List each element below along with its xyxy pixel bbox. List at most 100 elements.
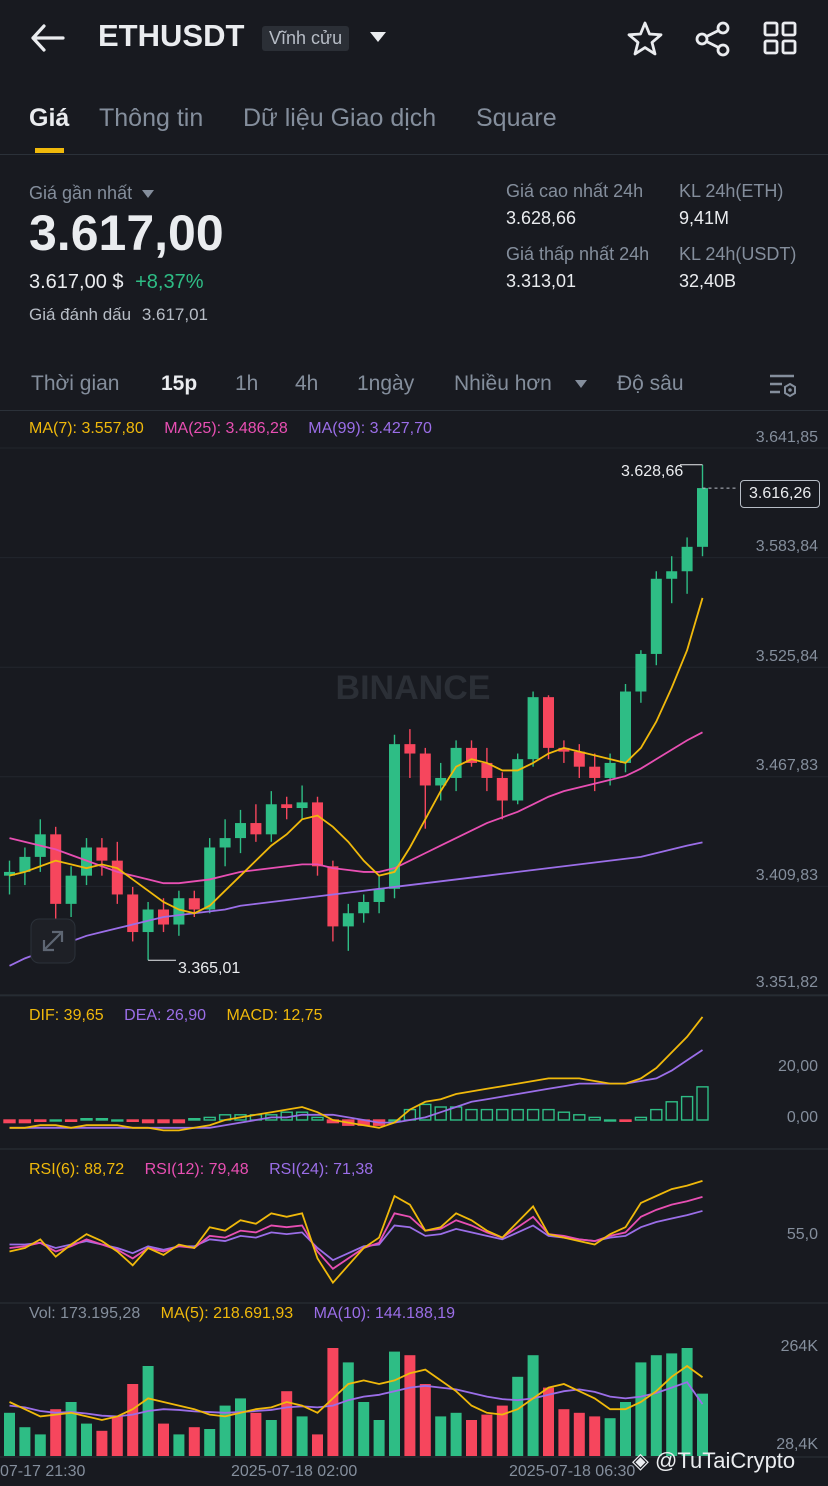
candle-body: [697, 488, 708, 547]
volume-bar: [235, 1398, 246, 1456]
macd-histogram-bar: [111, 1119, 124, 1122]
last-price-label: Giá gần nhất: [29, 183, 133, 203]
interval-1d[interactable]: 1ngày: [357, 372, 415, 395]
volume-bar: [635, 1362, 647, 1456]
candle-body: [604, 762, 616, 778]
macd-histogram-bar: [634, 1116, 648, 1121]
volume-bar: [342, 1362, 354, 1456]
macd-histogram-bar: [18, 1119, 32, 1124]
kline-chart[interactable]: BINANCE: [0, 440, 828, 1486]
ma7-label: MA(7): 3.557,80: [29, 420, 144, 437]
volume-bar: [50, 1409, 62, 1456]
volume-bar: [81, 1423, 92, 1456]
candle-body: [50, 834, 62, 904]
ma99-label: MA(99): 3.427,70: [308, 420, 432, 437]
candle-body: [527, 697, 539, 760]
candle-body: [635, 653, 647, 692]
share-icon[interactable]: [694, 20, 732, 58]
expand-icon[interactable]: [30, 918, 76, 969]
rsi24-label: RSI(24): 71,38: [269, 1161, 374, 1178]
macd-histogram-bar: [311, 1116, 324, 1121]
chart-grid: [0, 447, 828, 1458]
volume-bar: [681, 1348, 693, 1456]
macd-histogram-bar: [496, 1108, 509, 1121]
high-24h-value: 3.628,66: [506, 208, 577, 228]
volume-bar: [127, 1384, 139, 1456]
interval-1h[interactable]: 1h: [235, 372, 259, 395]
contract-badge: Vĩnh cửu: [262, 26, 350, 51]
top-bar: ETHUSDT Vĩnh cửu: [0, 0, 828, 80]
chart-settings-icon[interactable]: [768, 372, 798, 403]
rsi12-line: [9, 1196, 703, 1270]
tab-square[interactable]: Square: [476, 104, 557, 132]
candle-body: [450, 747, 462, 778]
tab-trading-data[interactable]: Dữ liệu Giao dịch: [243, 104, 437, 132]
ma25-label: MA(25): 3.486,28: [164, 420, 288, 437]
macd-histogram-bar: [665, 1101, 678, 1121]
candle-body: [127, 894, 139, 933]
volume-bar: [250, 1412, 262, 1456]
dea-label: DEA: 26,90: [124, 1007, 206, 1024]
vol-eth-label: KL 24h(ETH): [679, 181, 784, 201]
interval-bar: Thời gian 15p 1h 4h 1ngày Nhiều hơn Độ s…: [0, 360, 828, 411]
volume-bar: [604, 1418, 616, 1456]
candle-body: [342, 913, 354, 927]
volume-bar: [650, 1355, 662, 1456]
volume-bar: [481, 1414, 493, 1456]
macd-histogram-bar: [3, 1119, 16, 1124]
volume-bar: [219, 1405, 231, 1456]
volume-bar: [19, 1427, 31, 1456]
binance-watermark: BINANCE: [336, 669, 491, 707]
candle-body: [496, 777, 508, 801]
star-icon[interactable]: [626, 20, 664, 58]
more-caret-icon[interactable]: [574, 379, 588, 389]
candle-body: [419, 753, 431, 786]
tab-info[interactable]: Thông tin: [99, 104, 204, 132]
interval-15m[interactable]: 15p: [161, 372, 198, 395]
current-price-tag: 3.616,26: [740, 480, 821, 508]
time-axis-label: 2025-07-18 02:00: [231, 1463, 358, 1480]
candle-body: [373, 888, 385, 902]
ma-legend: MA(7): 3.557,80 MA(25): 3.486,28 MA(99):…: [29, 420, 432, 438]
low-marker-label: 3.365,01: [178, 960, 241, 977]
macd-histogram-bar: [542, 1108, 555, 1121]
vol-label: Vol: 173.195,28: [29, 1305, 141, 1322]
volume-bar: [620, 1402, 631, 1456]
candle-body: [65, 875, 77, 904]
macd-histogram-bar: [480, 1108, 494, 1121]
interval-4h[interactable]: 4h: [295, 372, 319, 395]
vol-usdt-label: KL 24h(USDT): [679, 244, 797, 264]
symbol-title[interactable]: ETHUSDT: [98, 18, 245, 53]
volume-bar: [327, 1348, 339, 1456]
rsi-legend: RSI(6): 88,72 RSI(12): 79,48 RSI(24): 71…: [29, 1161, 373, 1179]
macd-histogram-bar: [680, 1095, 694, 1121]
chevron-down-icon[interactable]: [368, 30, 388, 44]
volume-bar: [158, 1423, 169, 1456]
last-price-label-row[interactable]: Giá gần nhất: [29, 183, 155, 204]
volume-bar: [173, 1434, 185, 1456]
candle-body: [4, 871, 15, 876]
back-arrow-icon[interactable]: [30, 22, 66, 54]
tab-price[interactable]: Giá: [29, 104, 70, 132]
price-axis-label: 3.467,83: [755, 757, 818, 774]
interval-depth[interactable]: Độ sâu: [617, 372, 684, 395]
volume-bar: [188, 1427, 200, 1456]
grid-icon[interactable]: [762, 20, 798, 56]
candle-body: [620, 691, 631, 763]
volume-bar: [573, 1412, 585, 1456]
macd-label: MACD: 12,75: [226, 1007, 323, 1024]
candle-body: [512, 759, 524, 801]
volume-bar: [65, 1402, 77, 1456]
price-axis-label: 3.583,84: [755, 538, 818, 555]
macd-histogram-bar: [603, 1119, 617, 1122]
time-axis-label: 2025-07-18 06:30: [509, 1463, 636, 1480]
candle-body: [389, 744, 400, 889]
candle-body: [650, 578, 662, 654]
interval-time[interactable]: Thời gian: [31, 372, 120, 395]
candle-body: [404, 744, 416, 754]
macd-histogram-bar: [234, 1114, 247, 1121]
interval-more[interactable]: Nhiều hơn: [454, 372, 552, 395]
candle-body: [543, 697, 554, 748]
macd-histogram-bar: [203, 1116, 216, 1121]
vol-ma5-line: [9, 1364, 704, 1421]
